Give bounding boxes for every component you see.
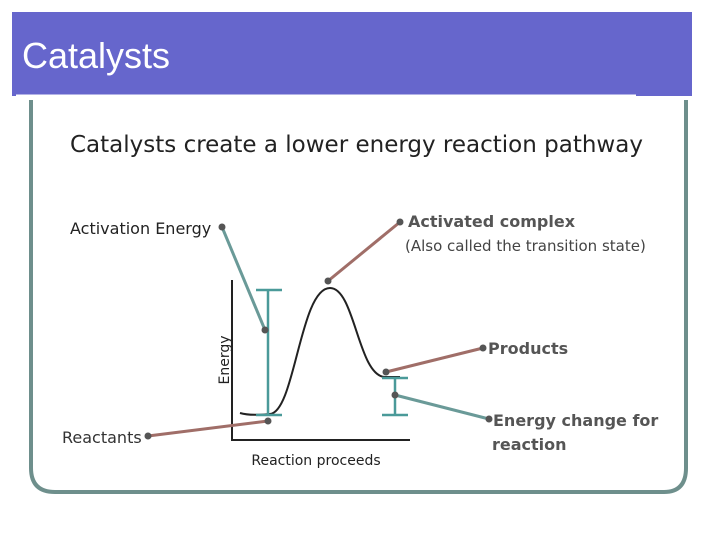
header-band — [12, 12, 692, 96]
products-label: Products — [488, 339, 568, 358]
frame — [29, 100, 688, 494]
reaction-axis-label: Reaction proceeds — [251, 453, 380, 469]
subtitle: Catalysts create a lower energy reaction… — [70, 132, 643, 158]
reactants-label: Reactants — [62, 428, 142, 447]
activation-energy-label: Activation Energy — [70, 219, 211, 238]
transition-state-label: (Also called the transition state) — [405, 237, 646, 255]
connectors — [147, 220, 490, 438]
energy-change-label: Energy change for — [493, 411, 658, 430]
activated-complex-label: Activated complex — [408, 212, 576, 231]
energy-change-label: reaction — [492, 435, 567, 454]
activation-bracket — [256, 288, 282, 417]
connector-dots — [144, 218, 493, 440]
energy-axis-label: Energy — [217, 335, 233, 384]
title: Catalysts — [22, 35, 170, 76]
energy-curve — [239, 286, 400, 416]
